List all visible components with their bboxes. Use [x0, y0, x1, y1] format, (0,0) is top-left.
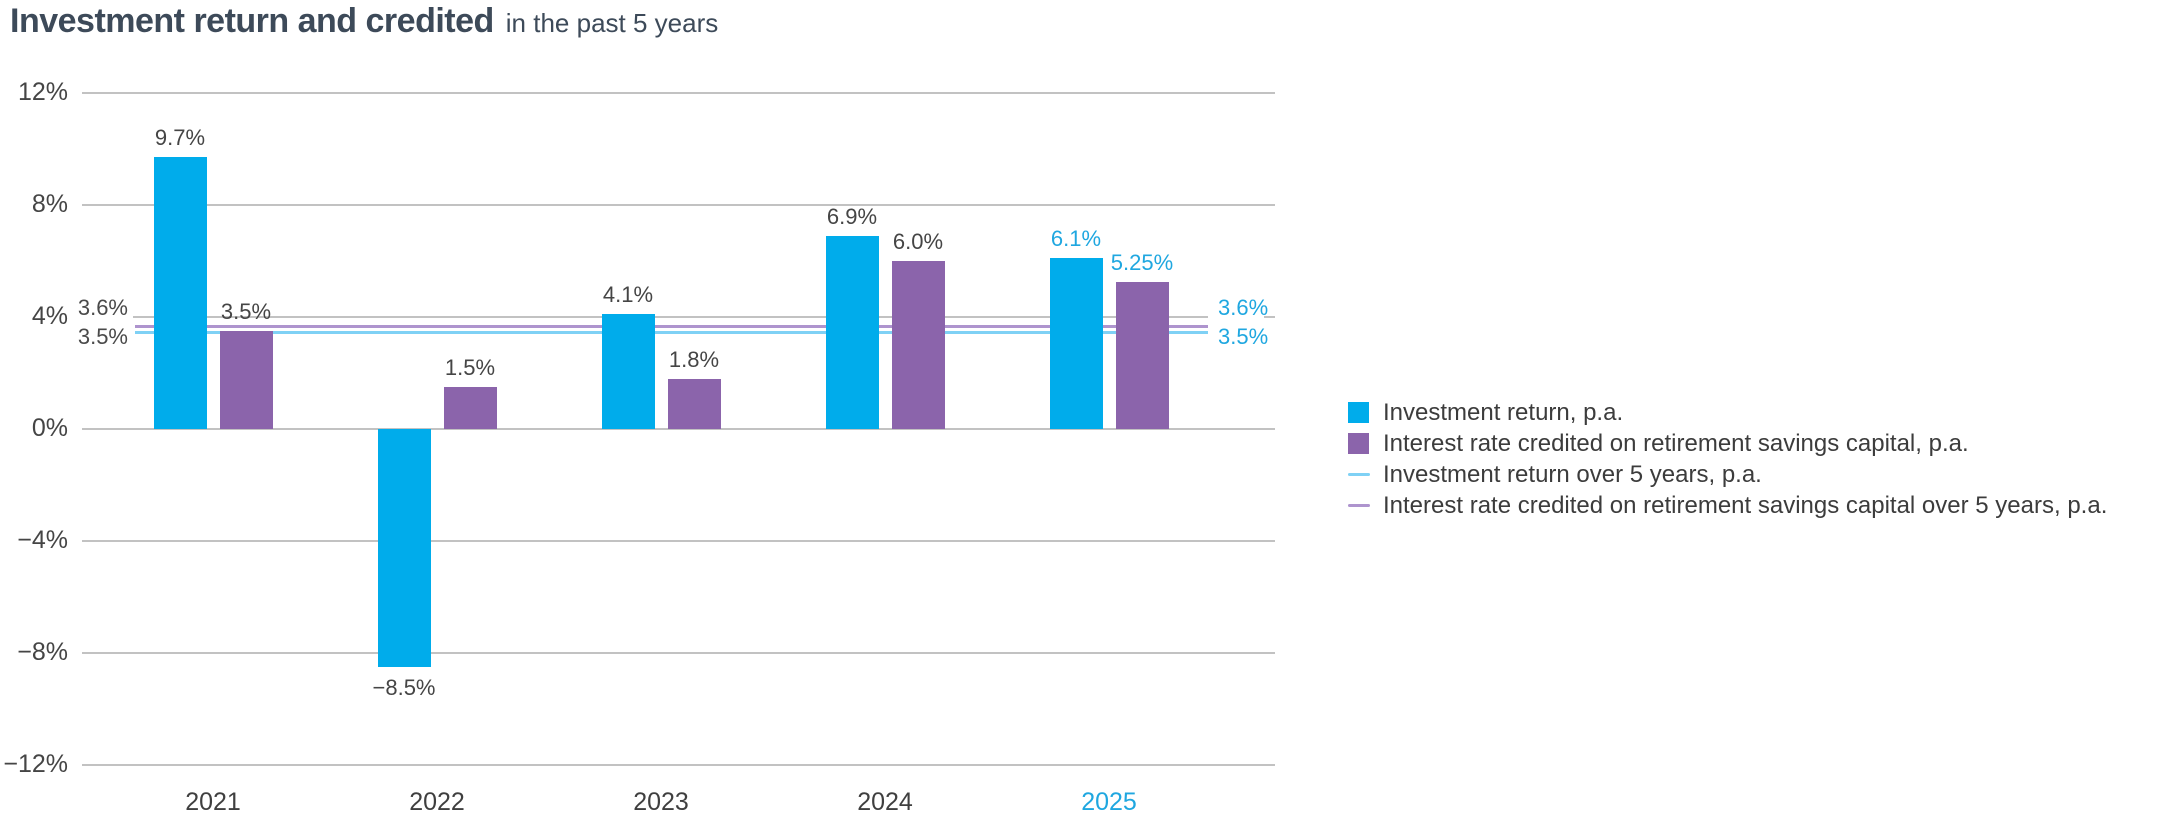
legend-label-0: Investment return, p.a. [1383, 399, 1624, 426]
legend-item-3: Interest rate credited on retirement sav… [1348, 490, 2160, 521]
bar-label-credited-rate-2021: 3.5% [220, 299, 272, 324]
gridline-4pct-right-dash [1264, 316, 1275, 318]
bar-credited-rate-2023 [667, 378, 721, 429]
x-label-2021: 2021 [185, 788, 241, 816]
bar-label-credited-rate-2024: 6.0% [892, 229, 944, 254]
legend-item-2: Investment return over 5 years, p.a. [1348, 459, 2160, 490]
gridline-−8pct [82, 652, 1275, 654]
bar-credited-rate-2025 [1115, 282, 1169, 429]
x-label-2024: 2024 [857, 788, 913, 816]
chart-title-main: Investment return and credited [10, 2, 494, 40]
y-tick-−12pct: −12% [3, 750, 68, 778]
y-tick-4pct: 4% [31, 302, 68, 330]
bar-label-investment-return-2022: −8.5% [372, 675, 436, 700]
bar-label-investment-return-2023: 4.1% [602, 282, 654, 308]
avg-line-investment-return [135, 331, 1208, 334]
x-label-2025: 2025 [1081, 788, 1137, 816]
bar-credited-rate-2024 [891, 261, 945, 429]
legend-swatch-line-2 [1348, 473, 1370, 476]
y-tick-0pct: 0% [31, 414, 68, 442]
avg-label-right-3.5pct: 3.5% [1218, 324, 1269, 349]
legend-item-0: Investment return, p.a. [1348, 397, 2160, 428]
gridline-4pct [133, 316, 1208, 318]
bar-investment-return-2025 [1049, 258, 1103, 429]
chart-legend: Investment return, p.a. Interest rate cre… [1348, 397, 2160, 521]
y-tick-8pct: 8% [31, 190, 68, 218]
gridline-8pct [82, 204, 1275, 206]
legend-swatch-square-1 [1348, 433, 1369, 454]
legend-label-2: Investment return over 5 years, p.a. [1383, 461, 1762, 488]
x-label-2023: 2023 [633, 788, 689, 816]
avg-label-left-3.6pct: 3.6% [77, 295, 128, 320]
bar-label-investment-return-2021: 9.7% [154, 125, 206, 151]
bar-investment-return-2023 [601, 314, 655, 429]
y-tick-12pct: 12% [17, 78, 68, 106]
avg-label-right-3.6pct: 3.6% [1218, 295, 1269, 320]
bar-label-credited-rate-2025: 5.25% [1110, 250, 1174, 275]
bar-label-investment-return-2024: 6.9% [826, 203, 878, 229]
y-tick-−8pct: −8% [17, 638, 68, 666]
chart-title-subtitle: in the past 5 years [505, 8, 719, 38]
avg-line-credited [135, 325, 1208, 329]
gridline-−4pct [82, 540, 1275, 542]
avg-label-left-3.5pct: 3.5% [77, 324, 128, 349]
bar-investment-return-2024 [825, 235, 879, 429]
bar-credited-rate-2022 [443, 387, 497, 429]
legend-swatch-line-3 [1348, 504, 1370, 507]
bar-credited-rate-2021 [219, 331, 273, 429]
bar-label-credited-rate-2022: 1.5% [444, 355, 496, 380]
x-label-2022: 2022 [409, 788, 465, 816]
bar-label-credited-rate-2023: 1.8% [668, 346, 720, 372]
legend-item-1: Interest rate credited on retirement sav… [1348, 428, 2160, 459]
legend-label-3: Interest rate credited on retirement sav… [1383, 492, 2108, 519]
gridline-−12pct [82, 764, 1275, 766]
y-tick-−4pct: −4% [17, 526, 68, 554]
legend-label-1: Interest rate credited on retirement sav… [1383, 430, 1969, 457]
bar-investment-return-2021 [153, 157, 207, 429]
chart-title: Investment return and credited in the pas… [10, 2, 718, 41]
bar-label-investment-return-2025: 6.1% [1050, 226, 1102, 252]
bar-investment-return-2022 [377, 429, 431, 667]
gridline-0pct [82, 428, 1275, 430]
legend-swatch-square-0 [1348, 402, 1369, 423]
gridline-12pct [82, 92, 1275, 94]
